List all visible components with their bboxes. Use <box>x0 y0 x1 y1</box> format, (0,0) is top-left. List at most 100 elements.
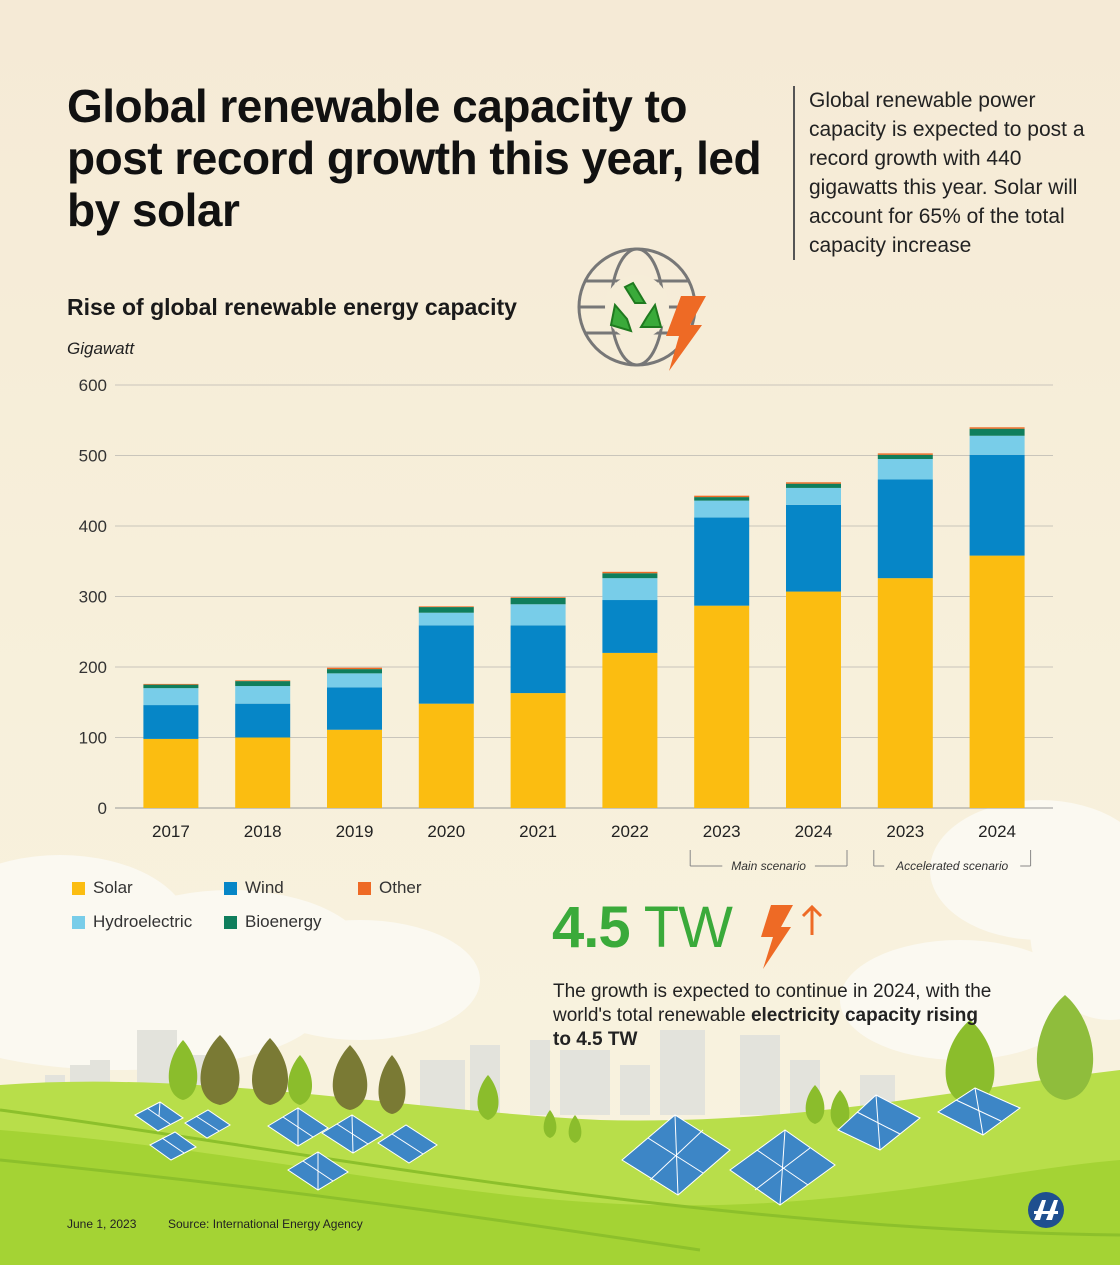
bar-segment-solar <box>786 591 841 808</box>
aa-logo-icon <box>1028 1192 1064 1228</box>
tree <box>168 1040 198 1100</box>
bar-segment-wind <box>877 479 933 579</box>
solar-panels <box>134 1087 1021 1206</box>
solar-panel-icon <box>937 1087 1021 1136</box>
solar-panel-icon <box>729 1129 836 1206</box>
legend-swatch <box>358 881 371 895</box>
summary-text: Global renewable power capacity is expec… <box>793 86 1089 260</box>
x-tick-label: 2024 <box>795 822 833 841</box>
tree <box>543 1110 557 1138</box>
stat-text-regular: The growth is expected to continue in 20… <box>553 981 992 1026</box>
y-tick-label: 0 <box>98 799 107 818</box>
bar-segment-hydroelectric <box>143 688 199 706</box>
bar-segment-wind <box>786 504 841 592</box>
tree <box>251 1038 289 1105</box>
solar-panel-icon <box>287 1151 349 1191</box>
legend-label: Solar <box>93 878 133 897</box>
tree <box>477 1075 499 1120</box>
bar-segment-bioenergy <box>694 497 750 501</box>
bar-segment-hydroelectric <box>235 686 291 704</box>
group-bracket <box>689 850 848 866</box>
stat-text-bold: electricity capacity rising to 4.5 TW <box>553 1005 979 1050</box>
footer-source: Source: International Energy Agency <box>168 1217 363 1231</box>
field-line <box>0 1108 1120 1237</box>
bar-segment-other <box>877 453 933 455</box>
bar-segment-hydroelectric <box>877 459 933 480</box>
bar-segment-wind <box>510 625 566 694</box>
chart-legend: Solar Wind Other Hydroelectric Bioenergy <box>72 878 472 948</box>
bar-segment-hydroelectric <box>694 500 750 518</box>
x-tick-label: 2018 <box>244 822 282 841</box>
legend-label: Other <box>379 878 422 897</box>
solar-panel-icon <box>267 1107 329 1147</box>
bar-segment-other <box>694 495 750 498</box>
stat-icons <box>761 904 823 969</box>
bar-segment-solar <box>510 693 566 808</box>
bar-segment-wind <box>143 705 199 739</box>
legend-label: Wind <box>245 878 284 897</box>
bar-segment-solar <box>877 578 933 808</box>
tree <box>805 1085 825 1124</box>
tree <box>1036 995 1094 1100</box>
front-hill <box>0 1130 1120 1265</box>
clouds <box>0 800 1120 1070</box>
tree <box>200 1035 240 1105</box>
bar-segment-bioenergy <box>327 669 382 674</box>
y-tick-label: 600 <box>79 376 107 395</box>
x-tick-label: 2020 <box>427 822 465 841</box>
bar-segment-hydroelectric <box>327 673 382 688</box>
bar-segment-wind <box>327 687 382 730</box>
tree <box>378 1055 406 1114</box>
bar-segment-wind <box>602 600 658 653</box>
stat-value: 4.5 <box>552 895 631 960</box>
y-tick-label: 400 <box>79 517 107 536</box>
bar-segment-solar <box>235 737 291 808</box>
capacity-stat: 4.5 TW <box>552 894 733 961</box>
bar-segment-bioenergy <box>510 597 566 605</box>
y-tick-label: 200 <box>79 658 107 677</box>
tree <box>287 1055 313 1105</box>
bar-segment-wind <box>235 703 291 738</box>
bar-segment-other <box>786 482 841 484</box>
legend-swatch <box>72 881 85 895</box>
arrow-up-icon <box>801 904 823 935</box>
bar-segment-other <box>235 680 291 682</box>
legend-swatch <box>72 915 85 929</box>
field-line <box>0 1158 701 1252</box>
tree <box>332 1045 368 1110</box>
bar-segment-wind <box>418 625 474 704</box>
bar-segment-other <box>602 571 658 574</box>
stacked-bar-chart: 0 100 200 300 400 500 600 2017 2018 2019 2020 2021 2… <box>79 376 1053 873</box>
y-tick-label: 500 <box>79 447 107 466</box>
bar-segment-wind <box>694 517 750 606</box>
legend-label: Bioenergy <box>245 912 322 931</box>
solar-panel-icon <box>621 1114 731 1196</box>
bar-segment-bioenergy <box>969 428 1025 436</box>
solar-panel-icon <box>134 1101 184 1132</box>
x-tick-label: 2022 <box>611 822 649 841</box>
bar-segment-hydroelectric <box>510 604 566 626</box>
bar-segment-hydroelectric <box>969 435 1025 455</box>
legend-item-hydroelectric: Hydroelectric <box>72 912 192 932</box>
group-label: Accelerated scenario <box>895 859 1008 873</box>
solar-panel-icon <box>377 1124 438 1164</box>
bar-segment-other <box>510 597 566 598</box>
bar-segment-solar <box>327 729 382 808</box>
chart-title: Rise of global renewable energy capacity <box>67 294 517 320</box>
tree <box>945 1020 995 1105</box>
footer-date: June 1, 2023 <box>67 1217 137 1231</box>
bar-segment-other <box>969 427 1025 429</box>
bar-segment-other <box>143 683 199 685</box>
bar-segment-bioenergy <box>877 454 933 460</box>
bar-segment-other <box>418 606 474 608</box>
tree <box>830 1090 850 1129</box>
stat-description: The growth is expected to continue in 20… <box>553 980 993 1052</box>
bar-segment-bioenergy <box>602 573 658 579</box>
bar-segment-bioenergy <box>235 681 291 687</box>
bar-segment-bioenergy <box>786 483 841 488</box>
tree <box>568 1115 582 1143</box>
legend-swatch <box>224 915 237 929</box>
y-tick-label: 300 <box>79 588 107 607</box>
